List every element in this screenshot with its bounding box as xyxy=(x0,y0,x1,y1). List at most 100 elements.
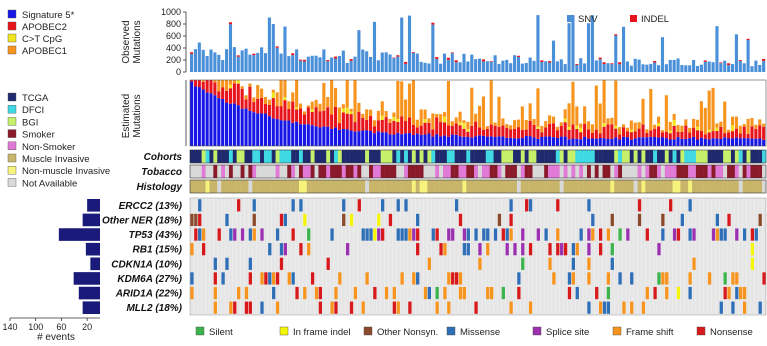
apobec1-bar xyxy=(653,124,657,129)
annotation-cell xyxy=(520,165,525,178)
annotation-cell xyxy=(653,165,658,178)
mutation-cell xyxy=(252,228,256,241)
signature5-bar xyxy=(318,127,322,146)
annotation-cell xyxy=(602,165,607,178)
snv-bar xyxy=(672,59,676,72)
ct-cpg-bar xyxy=(668,130,672,134)
apobec2-bar xyxy=(672,125,676,140)
snv-bar xyxy=(493,55,497,72)
apobec2-bar xyxy=(586,129,591,139)
mutation-cell xyxy=(536,228,540,241)
annotation-cell xyxy=(762,180,767,193)
apobec2-bar xyxy=(548,123,552,137)
signature5-bar xyxy=(334,127,338,146)
mutation-cell xyxy=(661,228,665,241)
annotation-cell xyxy=(302,180,307,193)
snv-bar xyxy=(551,40,556,72)
annotation-cell xyxy=(738,165,743,178)
annotation-cell xyxy=(672,165,677,178)
mutation-cell xyxy=(598,228,603,241)
apobec2-bar xyxy=(388,122,392,135)
mutation-cell xyxy=(365,228,369,241)
mutation-cell xyxy=(735,286,739,300)
mutation-cell xyxy=(509,199,513,212)
apobec1-bar xyxy=(571,81,575,125)
signature5-bar xyxy=(598,137,602,146)
annotation-cell xyxy=(283,180,288,193)
snv-bar xyxy=(524,63,528,72)
apobec1-bar xyxy=(579,123,583,128)
apobec1-bar xyxy=(384,111,388,118)
annotation-cell xyxy=(330,150,335,163)
mutation-legend-swatch xyxy=(195,326,205,336)
mutation-cell xyxy=(548,243,552,256)
signature5-bar xyxy=(575,138,579,146)
snv-bar xyxy=(489,61,493,72)
signature5-bar xyxy=(287,120,291,146)
annotation-cell xyxy=(676,165,681,178)
mutation-cell xyxy=(345,243,350,256)
annotation-cell xyxy=(213,165,218,178)
mutation-cell xyxy=(478,257,482,270)
mutation-cell xyxy=(528,301,533,314)
annotation-cell xyxy=(532,180,537,193)
mutation-cell xyxy=(279,257,284,270)
mutation-cell xyxy=(598,301,603,314)
indel-bar xyxy=(326,60,330,62)
snv-bar xyxy=(384,52,388,72)
annotation-cell xyxy=(579,165,584,178)
snv-bar xyxy=(427,63,431,72)
annotation-cell xyxy=(684,150,689,163)
annotation-cell xyxy=(295,150,300,163)
snv-bar xyxy=(365,51,369,72)
annotation-cell xyxy=(240,150,245,163)
annotation-cell xyxy=(209,150,214,163)
events-x-tick-label: 100 xyxy=(28,322,43,332)
indel-bar xyxy=(190,52,194,54)
apobec1-bar xyxy=(415,119,419,128)
apobec2-bar xyxy=(478,127,482,136)
annotation-cell xyxy=(509,180,514,193)
annotation-cell xyxy=(590,180,595,193)
apobec1-bar xyxy=(668,121,672,131)
apobec2-bar xyxy=(649,130,653,137)
mutation-cell xyxy=(509,228,513,241)
annotation-cell xyxy=(345,150,350,163)
legend-label: C>T CpG xyxy=(22,34,62,45)
annotation-cell xyxy=(446,150,451,163)
apobec1-bar xyxy=(337,107,342,124)
signature5-bar xyxy=(310,125,314,146)
annotation-cell xyxy=(400,150,405,163)
annotation-cell xyxy=(676,180,681,193)
signature5-bar xyxy=(291,122,295,146)
apobec2-bar xyxy=(400,116,404,135)
signature5-bar xyxy=(727,138,731,146)
mutation-cell xyxy=(396,199,400,212)
snv-bar xyxy=(680,65,684,72)
annotation-cell xyxy=(369,165,374,178)
snv-bar xyxy=(439,63,443,72)
ct-cpg-bar xyxy=(423,119,427,123)
apobec2-bar xyxy=(236,83,240,106)
mutation-cell xyxy=(497,213,502,227)
annotation-cell xyxy=(458,150,463,163)
mutation-cell xyxy=(233,228,237,241)
events-x-tick-label: 60 xyxy=(56,322,66,332)
annotation-cell xyxy=(657,165,662,178)
annotation-cell xyxy=(330,180,335,193)
signature5-bar xyxy=(571,138,575,146)
apobec1-bar xyxy=(279,80,283,107)
annotation-cell xyxy=(505,150,510,163)
annotation-cell xyxy=(384,180,389,193)
mutation-cell xyxy=(758,213,762,227)
apobec1-bar xyxy=(240,86,244,89)
snv-bar xyxy=(622,26,626,72)
mutation-cell xyxy=(381,228,385,241)
annotation-cell xyxy=(283,150,288,163)
events-bar xyxy=(73,272,100,285)
apobec1-bar xyxy=(376,110,380,121)
snv-bar xyxy=(563,64,567,72)
annotation-cell xyxy=(306,165,311,178)
ct-cpg-bar xyxy=(271,92,275,99)
annotation-cell xyxy=(388,165,393,178)
